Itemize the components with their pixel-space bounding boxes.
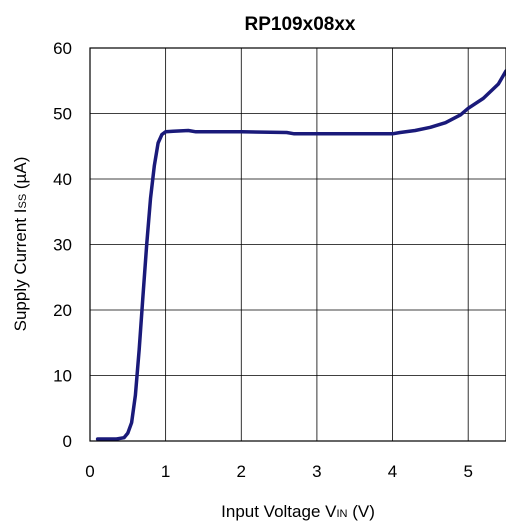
y-tick-label: 20 <box>53 301 72 320</box>
x-tick-label: 1 <box>161 462 170 481</box>
y-tick-label: 60 <box>53 39 72 58</box>
x-tick-label: 5 <box>463 462 472 481</box>
grid-lines <box>90 48 506 441</box>
y-tick-label: 0 <box>63 432 72 451</box>
plot-frame <box>89 47 506 442</box>
y-tick-labels: 0 10 20 30 40 50 60 <box>53 39 72 451</box>
y-tick-label: 50 <box>53 105 72 124</box>
y-tick-label: 30 <box>53 236 72 255</box>
supply-current-line <box>95 69 506 441</box>
x-axis-label: Input Voltage VIN (V) <box>221 502 375 521</box>
x-tick-label: 2 <box>237 462 246 481</box>
x-tick-labels: 0 1 2 3 4 5 <box>85 462 473 481</box>
chart-title: RP109x08xx <box>245 14 356 35</box>
x-tick-label: 4 <box>388 462 397 481</box>
y-tick-label: 10 <box>53 367 72 386</box>
y-axis-label: Supply Current ISS (µA) <box>11 157 30 332</box>
x-tick-label: 3 <box>312 462 321 481</box>
y-tick-label: 40 <box>53 170 72 189</box>
x-tick-label: 0 <box>85 462 94 481</box>
